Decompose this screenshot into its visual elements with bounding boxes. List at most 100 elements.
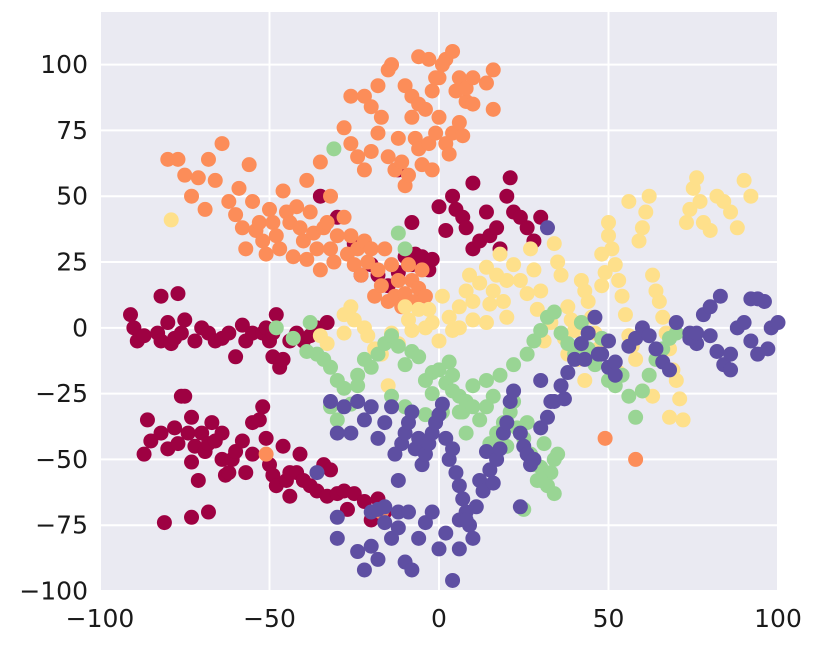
y-tick-label: −25 xyxy=(35,379,88,408)
scatter-point xyxy=(614,288,630,304)
scatter-point xyxy=(377,415,393,431)
scatter-point xyxy=(309,241,325,257)
scatter-point xyxy=(485,101,501,117)
scatter-point xyxy=(662,409,678,425)
scatter-point xyxy=(648,341,664,357)
scatter-point xyxy=(417,407,433,423)
scatter-point xyxy=(465,530,481,546)
scatter-point xyxy=(499,188,515,204)
scatter-point xyxy=(336,120,352,136)
scatter-point xyxy=(580,294,596,309)
y-tick-label: −50 xyxy=(35,445,88,474)
scatter-point xyxy=(475,483,491,499)
series-1 xyxy=(160,43,644,520)
scatter-point xyxy=(329,509,345,525)
scatter-point xyxy=(621,193,637,209)
scatter-point xyxy=(404,215,420,231)
scatter-point xyxy=(170,286,186,302)
scatter-point xyxy=(373,278,389,294)
scatter-point xyxy=(489,220,505,236)
scatter-point xyxy=(163,212,179,228)
scatter-point xyxy=(478,75,494,91)
scatter-point xyxy=(384,57,400,73)
scatter-point xyxy=(709,344,725,360)
scatter-point xyxy=(329,530,345,546)
scatter-point xyxy=(397,299,413,315)
scatter-point xyxy=(370,262,386,278)
y-tick-label: 100 xyxy=(40,50,88,79)
scatter-point xyxy=(533,472,549,488)
scatter-point xyxy=(390,225,406,241)
series-2 xyxy=(163,170,759,428)
scatter-point xyxy=(445,188,461,204)
scatter-point xyxy=(441,146,457,162)
scatter-point xyxy=(356,562,372,578)
scatter-point xyxy=(343,299,359,315)
scatter-point xyxy=(350,149,366,165)
scatter-point xyxy=(594,246,610,262)
scatter-point xyxy=(641,328,657,344)
scatter-point xyxy=(363,538,379,554)
scatter-point xyxy=(350,378,366,394)
scatter-point xyxy=(153,288,169,304)
scatter-point xyxy=(692,193,708,209)
scatter-point xyxy=(601,228,616,244)
scatter-point xyxy=(421,301,437,317)
scatter-point xyxy=(536,436,552,452)
scatter-point xyxy=(607,257,623,273)
scatter-point xyxy=(184,409,200,425)
scatter-point xyxy=(200,504,216,520)
scatter-point xyxy=(451,115,467,131)
scatter-point xyxy=(526,262,542,278)
scatter-point xyxy=(556,391,572,407)
scatter-point xyxy=(655,309,671,325)
scatter-point xyxy=(400,504,416,520)
scatter-point xyxy=(390,130,406,146)
scatter-point xyxy=(448,465,464,481)
scatter-point xyxy=(336,380,352,396)
scatter-point xyxy=(597,265,613,281)
scatter-point xyxy=(424,83,440,99)
x-tick-label: −100 xyxy=(66,604,135,633)
scatter-point xyxy=(478,372,494,388)
scatter-point xyxy=(723,362,739,378)
scatter-point xyxy=(499,309,515,325)
scatter-point xyxy=(360,254,376,270)
scatter-point xyxy=(577,351,593,367)
scatter-point xyxy=(702,222,718,238)
scatter-point xyxy=(455,128,471,144)
scatter-point xyxy=(438,222,454,238)
scatter-point xyxy=(526,451,542,467)
scatter-point xyxy=(495,294,511,309)
scatter-point xyxy=(712,288,728,304)
scatter-point xyxy=(411,530,427,546)
scatter-point xyxy=(672,391,688,407)
scatter-point xyxy=(302,315,318,331)
scatter-point xyxy=(363,241,379,257)
scatter-point xyxy=(414,262,430,278)
scatter-point xyxy=(370,78,386,94)
scatter-point xyxy=(750,291,766,307)
scatter-point xyxy=(177,167,193,183)
scatter-point xyxy=(238,241,254,257)
scatter-point xyxy=(736,172,752,188)
scatter-point xyxy=(258,246,274,262)
scatter-point xyxy=(465,312,481,328)
scatter-point xyxy=(529,301,545,317)
scatter-point xyxy=(455,491,471,507)
scatter-point xyxy=(184,454,200,470)
scatter-point xyxy=(458,512,474,528)
scatter-point xyxy=(441,309,457,325)
scatter-point xyxy=(668,325,684,341)
scatter-point xyxy=(458,220,474,236)
scatter-point xyxy=(424,504,440,520)
scatter-point xyxy=(506,357,522,373)
scatter-point xyxy=(292,220,308,236)
scatter-point xyxy=(234,317,250,333)
scatter-point xyxy=(417,288,433,304)
scatter-point xyxy=(323,359,339,375)
scatter-point xyxy=(424,386,440,402)
scatter-point xyxy=(668,315,684,331)
scatter-point xyxy=(465,96,481,112)
scatter-point xyxy=(468,499,484,515)
